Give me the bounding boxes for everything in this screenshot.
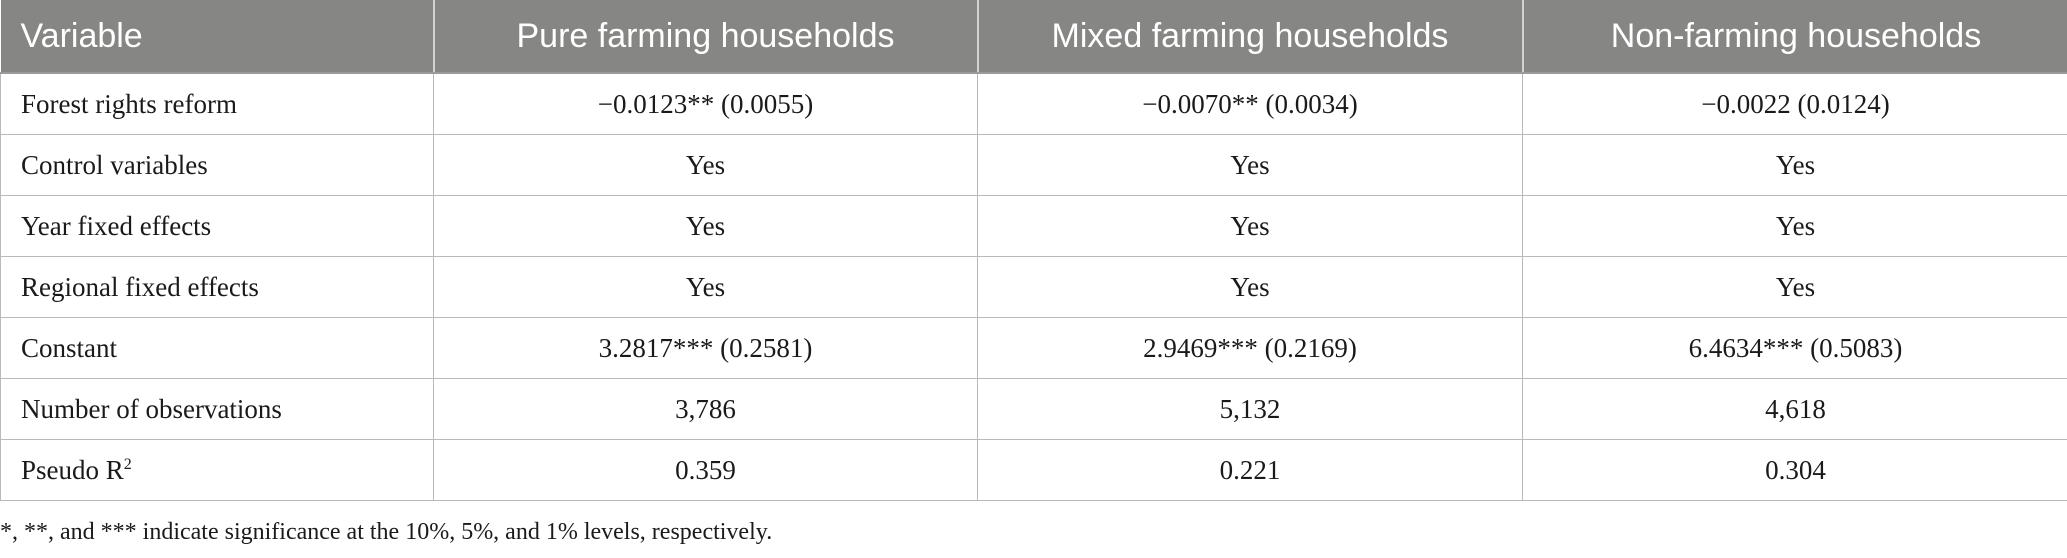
table-row: Pseudo R2 0.359 0.221 0.304 [0,439,2067,501]
table-header-row: Variable Pure farming households Mixed f… [0,0,2067,74]
row-label-pseudo-r2: Pseudo R2 [0,439,434,501]
table-cell: Yes [1522,256,2067,318]
table-cell: Yes [433,134,978,196]
row-label: Constant [0,317,434,379]
table-cell: 3.2817*** (0.2581) [433,317,978,379]
table-row: Constant 3.2817*** (0.2581) 2.9469*** (0… [0,317,2067,379]
table-cell: −0.0022 (0.0124) [1522,72,2067,135]
header-non-farming: Non-farming households [1522,0,2067,74]
table-cell: Yes [977,134,1523,196]
table-row: Year fixed effects Yes Yes Yes [0,195,2067,257]
results-table-container: Variable Pure farming households Mixed f… [0,0,2067,501]
table-row: Forest rights reform −0.0123** (0.0055) … [0,72,2067,135]
table-cell: 0.359 [433,439,978,501]
superscript-2: 2 [123,455,132,473]
row-label: Number of observations [0,378,434,440]
row-label: Forest rights reform [0,72,434,135]
header-mixed-farming: Mixed farming households [977,0,1524,74]
table-cell: −0.0123** (0.0055) [433,72,978,135]
table-cell: Yes [433,195,978,257]
table-cell: Yes [433,256,978,318]
table-cell: Yes [977,195,1523,257]
table-cell: 5,132 [977,378,1523,440]
table-cell: Yes [1522,195,2067,257]
table-cell: 3,786 [433,378,978,440]
table-cell: −0.0070** (0.0034) [977,72,1523,135]
table-cell: 4,618 [1522,378,2067,440]
table-row: Regional fixed effects Yes Yes Yes [0,256,2067,318]
row-label: Regional fixed effects [0,256,434,318]
regression-results-table: Variable Pure farming households Mixed f… [0,0,2067,501]
table-cell: 0.221 [977,439,1523,501]
table-cell: 0.304 [1522,439,2067,501]
header-variable: Variable [0,0,435,74]
table-cell: Yes [1522,134,2067,196]
table-row: Control variables Yes Yes Yes [0,134,2067,196]
pseudo-r-label: Pseudo R [21,454,124,485]
table-cell: 6.4634*** (0.5083) [1522,317,2067,379]
row-label: Year fixed effects [0,195,434,257]
header-pure-farming: Pure farming households [433,0,979,74]
table-cell: 2.9469*** (0.2169) [977,317,1523,379]
table-cell: Yes [977,256,1523,318]
row-label: Control variables [0,134,434,196]
table-footnote: *, **, and *** indicate significance at … [0,519,773,545]
table-row: Number of observations 3,786 5,132 4,618 [0,378,2067,440]
